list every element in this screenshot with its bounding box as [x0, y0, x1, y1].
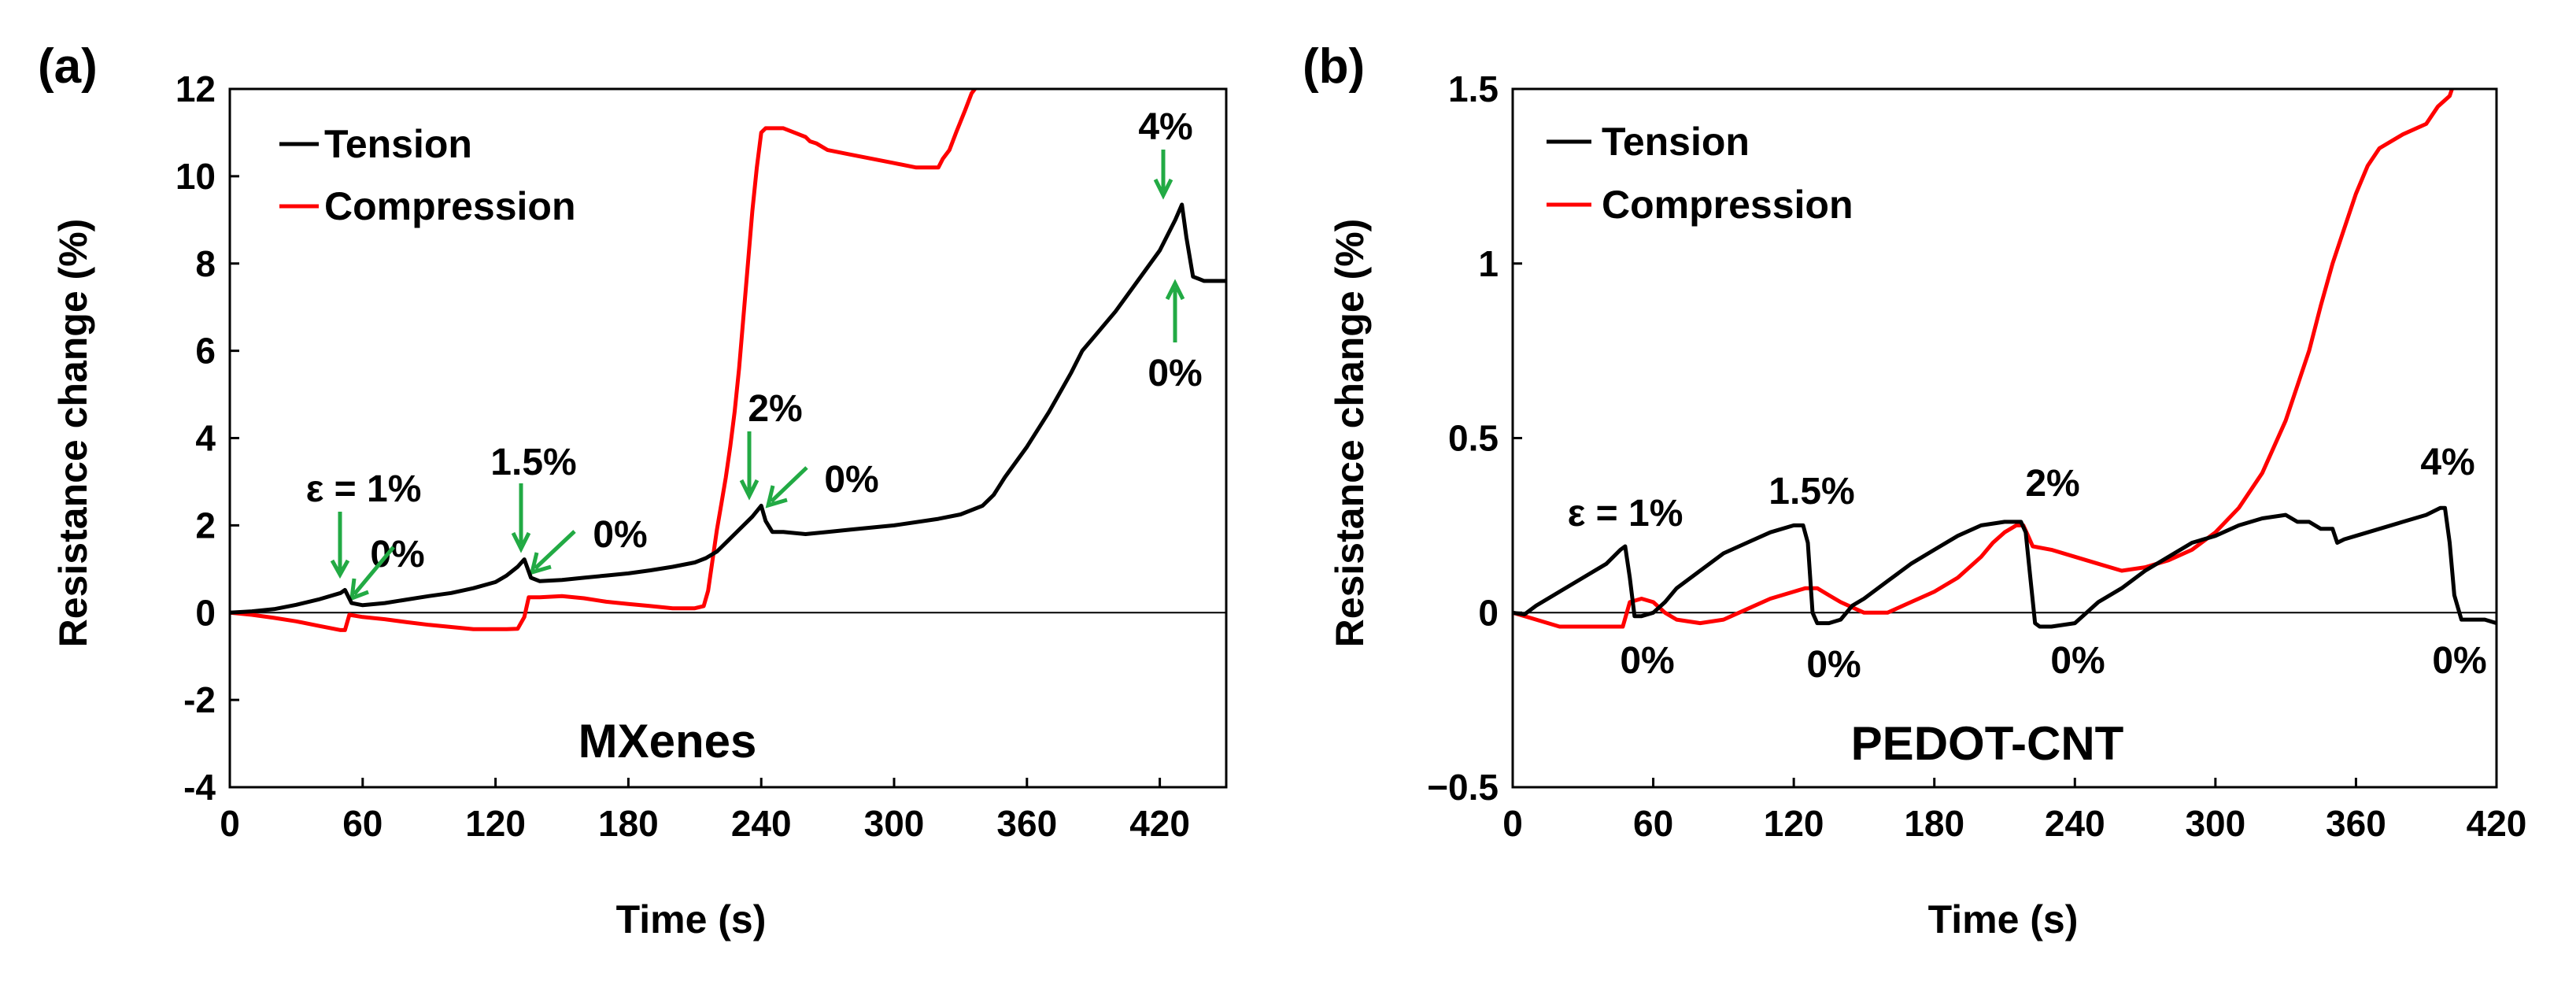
- sample-label-b: PEDOT-CNT: [1851, 717, 2124, 770]
- x-tick-label-b-4: 240: [2045, 803, 2105, 844]
- y-tick-label-a-1: -2: [183, 679, 216, 720]
- panel-b: (b) Resistance change (%) Time (s) PEDOT…: [1303, 39, 2526, 941]
- series-tension-a: [230, 202, 1226, 615]
- x-tick-label-b-3: 180: [1904, 803, 1964, 844]
- panel-label-b: (b): [1303, 39, 1365, 94]
- annotation-b-4: 0%: [1806, 644, 1861, 686]
- legend-compression-a: Compression: [324, 184, 576, 228]
- panel-label-a: (a): [38, 39, 98, 94]
- x-tick-label-b-7: 420: [2467, 803, 2527, 844]
- arrow-a-1: [330, 512, 350, 579]
- arrow-a-2: [349, 546, 395, 601]
- annotation-b-7: 4%: [2420, 442, 2474, 483]
- annotation-a-4: 0%: [593, 514, 647, 556]
- annotation-b-5: 2%: [2025, 463, 2079, 505]
- x-tick-label-a-0: 0: [220, 803, 240, 844]
- y-axis-label-b: Resistance change (%): [1328, 219, 1372, 648]
- annotation-a-1: ε = 1%: [306, 468, 422, 510]
- annotation-a-6: 0%: [824, 459, 878, 501]
- panel-a: (a) Resistance change (%) Time (s) MXene…: [38, 39, 1228, 941]
- arrow-a-7: [1153, 150, 1173, 200]
- series-compression-b: [1513, 89, 2455, 629]
- y-tick-label-b-3: 1: [1478, 243, 1499, 284]
- arrow-a-3: [511, 483, 531, 553]
- y-tick-label-a-3: 2: [195, 505, 216, 546]
- annotation-b-3: 1.5%: [1768, 471, 1854, 512]
- legend-tension-b: Tension: [1602, 120, 1750, 164]
- x-tick-label-a-3: 180: [598, 803, 659, 844]
- legend-compression-b: Compression: [1602, 183, 1853, 227]
- annotation-b-2: 0%: [1620, 640, 1674, 682]
- arrow-a-8: [1165, 279, 1185, 342]
- y-tick-label-b-1: 0: [1478, 592, 1499, 633]
- annotations-b: ε = 1% 0% 1.5% 0% 2% 0% 4% 0%: [1568, 442, 2487, 686]
- x-tick-label-b-6: 360: [2326, 803, 2386, 844]
- annotation-a-5: 2%: [748, 388, 802, 430]
- x-tick-label-a-5: 300: [864, 803, 925, 844]
- annotation-b-1: ε = 1%: [1568, 493, 1683, 535]
- x-tick-label-a-4: 240: [731, 803, 792, 844]
- annotation-a-2: 0%: [370, 534, 424, 575]
- series-tension-b: [1513, 505, 2497, 629]
- x-axis-label-a: Time (s): [616, 897, 767, 941]
- arrow-a-6: [765, 466, 808, 509]
- y-tick-label-a-8: 12: [176, 68, 216, 109]
- annotation-b-8: 0%: [2432, 640, 2486, 682]
- y-tick-label-b-2: 0.5: [1448, 418, 1499, 459]
- arrow-a-5: [739, 431, 759, 501]
- annotation-a-8: 0%: [1148, 353, 1202, 394]
- y-axis-label-a: Resistance change (%): [51, 219, 95, 648]
- series-compression-a: [230, 89, 978, 632]
- y-tick-label-a-0: -4: [183, 767, 216, 808]
- x-tick-label-a-6: 360: [996, 803, 1057, 844]
- annotation-a-7: 4%: [1138, 106, 1192, 148]
- x-tick-label-a-2: 120: [465, 803, 526, 844]
- x-tick-label-b-1: 60: [1633, 803, 1673, 844]
- arrow-a-4: [529, 530, 576, 575]
- sample-label-a: MXenes: [578, 715, 757, 768]
- arrows-a: [330, 150, 1185, 601]
- y-tick-label-b-4: 1.5: [1448, 68, 1499, 109]
- x-axis-label-b: Time (s): [1928, 897, 2079, 941]
- legend-b: Tension Compression: [1547, 120, 1853, 227]
- x-tick-label-a-1: 60: [342, 803, 383, 844]
- y-tick-label-b-0: −0.5: [1427, 767, 1499, 808]
- y-tick-label-a-7: 10: [176, 156, 216, 197]
- legend-tension-a: Tension: [324, 122, 472, 166]
- annotation-b-6: 0%: [2050, 640, 2105, 682]
- annotation-a-3: 1.5%: [490, 442, 576, 483]
- y-tick-label-a-5: 6: [195, 331, 216, 372]
- y-tick-label-a-2: 0: [195, 592, 216, 633]
- annotations-a: ε = 1% 0% 1.5% 0% 2% 0% 4% 0%: [306, 106, 1203, 575]
- y-tick-label-a-4: 4: [195, 418, 216, 459]
- x-tick-label-b-2: 120: [1764, 803, 1824, 844]
- legend-a: Tension Compression: [279, 122, 576, 228]
- y-tick-label-a-6: 8: [195, 243, 216, 284]
- x-tick-label-a-7: 420: [1129, 803, 1190, 844]
- x-tick-label-b-0: 0: [1502, 803, 1523, 844]
- x-tick-label-b-5: 300: [2185, 803, 2245, 844]
